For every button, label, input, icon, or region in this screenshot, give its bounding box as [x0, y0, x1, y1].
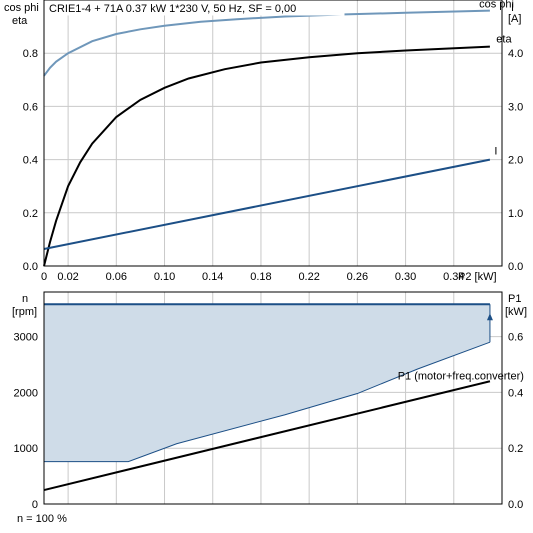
x-tick-label: 0.18 — [250, 271, 271, 283]
x-tick-label: 0 — [41, 271, 47, 283]
bottom-right-y-tick-label: 0.2 — [508, 443, 523, 455]
operating-areas — [44, 304, 490, 462]
series-line-eta — [43, 45, 490, 267]
top-right-axis-label-1: I — [511, 2, 514, 14]
series-label-P1: P1 (motor+freq.converter) — [398, 370, 524, 382]
bottom-right-y-tick-label: 0.4 — [508, 387, 523, 399]
bottom-left-axis-label-2: [rpm] — [12, 306, 37, 318]
x-tick-label: 0.14 — [202, 271, 223, 283]
bottom-left-y-tick-label: 1000 — [14, 443, 38, 455]
top-right-y-tick-label: 0.0 — [508, 261, 523, 273]
x-tick-label: 0.06 — [106, 271, 127, 283]
bottom-right-y-tick-label: 0.0 — [508, 499, 523, 511]
series-label-cos-phi: cos phi — [479, 0, 514, 11]
x-tick-label: 0.26 — [347, 271, 368, 283]
top-left-y-tick-label: 0.8 — [23, 48, 38, 60]
top-left-y-tick-label: 0.4 — [23, 155, 38, 167]
x-tick-label: 0.02 — [57, 271, 78, 283]
chart-title: CRIE1-4 + 71A 0.37 kW 1*230 V, 50 Hz, SF… — [49, 3, 296, 15]
series-label-I: I — [494, 146, 497, 158]
top-left-axis-label-2: eta — [12, 15, 28, 27]
operating-area-fill — [44, 304, 490, 462]
x-tick-label: 0.30 — [395, 271, 416, 283]
x-tick-label: 0.34 — [443, 271, 464, 283]
bottom-right-axis-label-1: P1 — [508, 293, 521, 305]
top-right-axis-label-2: [A] — [508, 13, 521, 25]
top-right-y-tick-label: 2.0 — [508, 155, 523, 167]
series-line-min-speed — [44, 341, 491, 463]
bottom-left-y-tick-label: 0 — [32, 499, 38, 511]
top-right-y-tick-label: 3.0 — [508, 101, 523, 113]
bottom-left-axis-label-1: n — [22, 293, 28, 305]
bottom-right-axis-label-2: [kW] — [505, 306, 527, 318]
series-line-I — [43, 158, 491, 250]
x-axis-label: P2 [kW] — [458, 271, 497, 283]
series-line-cos-phi — [43, 9, 490, 77]
top-chart-frame — [43, 0, 503, 267]
tick-labels: 0 0.02 0.06 0.10 0.14 0.18 0.22 0.26 0.30 0.34 0.0… — [14, 48, 524, 511]
boundary-arrow-marker — [486, 313, 493, 321]
speed-annotation: n = 100 % — [17, 513, 67, 525]
x-tick-label: 0.22 — [298, 271, 319, 283]
top-right-y-tick-label: 1.0 — [508, 208, 523, 220]
bottom-right-y-tick-label: 0.6 — [508, 332, 523, 344]
x-tick-label: 0.10 — [154, 271, 175, 283]
bottom-left-y-tick-label: 3000 — [14, 332, 38, 344]
series-label-eta: eta — [496, 34, 512, 46]
bottom-chart-frame — [43, 291, 503, 505]
top-left-axis-label-1: cos phi — [4, 2, 39, 14]
title-background — [44, 0, 345, 16]
series-line-P1 — [43, 380, 491, 492]
top-left-y-tick-label: 0.6 — [23, 101, 38, 113]
top-right-y-tick-label: 4.0 — [508, 48, 523, 60]
top-left-y-tick-label: 0.0 — [23, 261, 38, 273]
series-labels: cos phi eta I P1 (motor+freq.converter) — [398, 0, 524, 382]
top-left-y-tick-label: 0.2 — [23, 208, 38, 220]
bottom-left-y-tick-label: 2000 — [14, 387, 38, 399]
